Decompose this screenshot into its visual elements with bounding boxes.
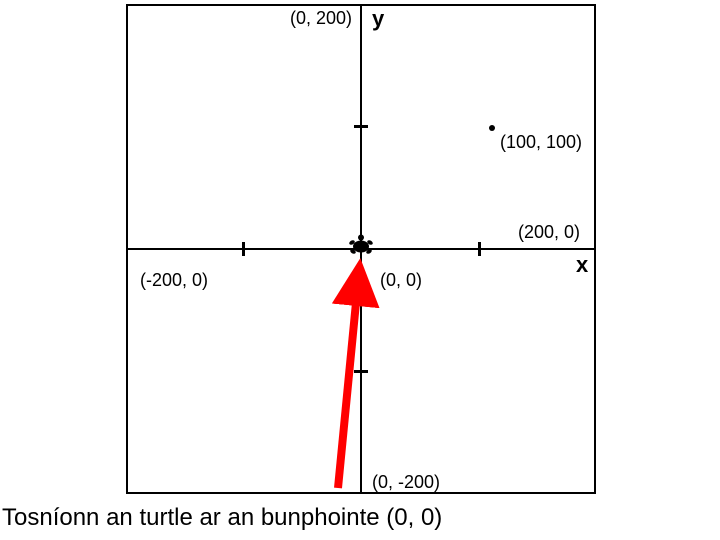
y-tick — [354, 125, 368, 128]
y-axis-label: y — [372, 6, 384, 32]
x-tick — [478, 242, 481, 256]
x-axis-label: x — [576, 252, 588, 278]
y-tick — [354, 370, 368, 373]
caption-text: Tosníonn an turtle ar an bunphointe (0, … — [2, 504, 442, 532]
coord-label: (100, 100) — [500, 132, 582, 153]
turtle-icon — [347, 233, 375, 266]
coord-label: (0, 200) — [290, 8, 352, 29]
coord-label: (200, 0) — [518, 222, 580, 243]
coord-label: (-200, 0) — [140, 270, 208, 291]
coord-label: (0, 0) — [380, 270, 422, 291]
sample-point-marker — [489, 125, 495, 131]
coord-label: (0, -200) — [372, 472, 440, 493]
x-tick — [242, 242, 245, 256]
